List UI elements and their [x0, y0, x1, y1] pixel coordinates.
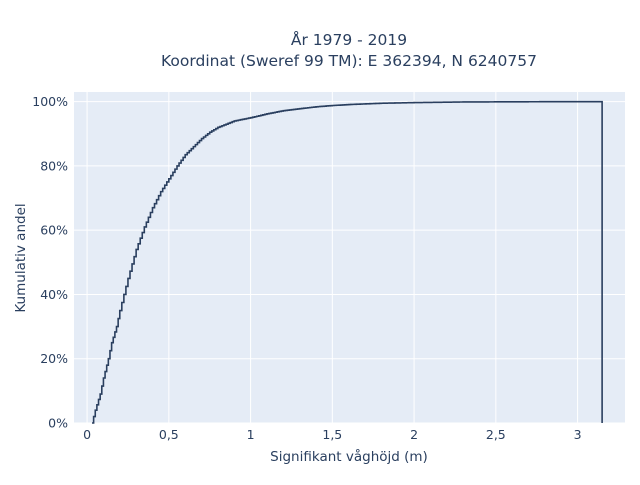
y-tick-label: 0%	[48, 416, 68, 431]
chart-title-line-1: År 1979 - 2019	[291, 30, 407, 49]
x-tick-label: 0,5	[159, 427, 179, 442]
x-tick-label: 1,5	[322, 427, 342, 442]
x-tick-label: 2,5	[486, 427, 506, 442]
plot-area	[74, 92, 625, 423]
grid-lines	[74, 92, 625, 424]
x-axis-title: Signifikant våghöjd (m)	[270, 448, 428, 465]
y-axis-title: Kumulativ andel	[13, 203, 29, 312]
chart-title-line-2: Koordinat (Sweref 99 TM): E 362394, N 62…	[161, 52, 537, 70]
x-tick-label: 1	[247, 427, 255, 442]
y-tick-label: 100%	[32, 94, 68, 109]
tick-labels: 0 0,5 1 1,5 2 2,5 3 0% 20% 40% 60% 80% 100%	[32, 94, 581, 442]
y-tick-label: 60%	[40, 223, 68, 238]
series-layer	[91, 100, 603, 424]
ecdf-series-line	[91, 100, 603, 424]
y-tick-label: 80%	[40, 158, 68, 173]
x-tick-label: 0	[83, 427, 91, 442]
y-tick-label: 20%	[40, 351, 68, 366]
y-tick-label: 40%	[40, 287, 68, 302]
x-tick-label: 3	[574, 427, 582, 442]
x-tick-label: 2	[410, 427, 418, 442]
